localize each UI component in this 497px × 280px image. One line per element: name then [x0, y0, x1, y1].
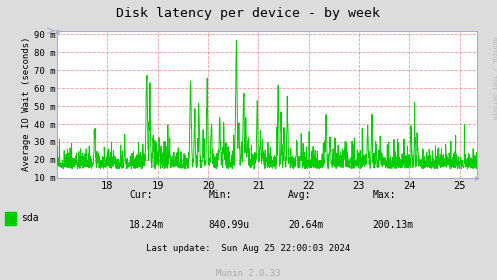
Text: sda: sda [21, 213, 38, 223]
Text: Disk latency per device - by week: Disk latency per device - by week [116, 7, 381, 20]
Text: Max:: Max: [373, 190, 396, 200]
Text: 20.64m: 20.64m [288, 220, 324, 230]
Text: Avg:: Avg: [288, 190, 312, 200]
Text: Min:: Min: [209, 190, 232, 200]
Text: 18.24m: 18.24m [129, 220, 165, 230]
Text: Last update:  Sun Aug 25 22:00:03 2024: Last update: Sun Aug 25 22:00:03 2024 [147, 244, 350, 253]
Text: Munin 2.0.33: Munin 2.0.33 [216, 269, 281, 278]
Y-axis label: Average IO Wait (seconds): Average IO Wait (seconds) [22, 37, 31, 171]
Text: RRDTOOL / TOBI OETIKER: RRDTOOL / TOBI OETIKER [491, 37, 496, 120]
Text: Cur:: Cur: [129, 190, 153, 200]
Text: 840.99u: 840.99u [209, 220, 250, 230]
Text: 200.13m: 200.13m [373, 220, 414, 230]
